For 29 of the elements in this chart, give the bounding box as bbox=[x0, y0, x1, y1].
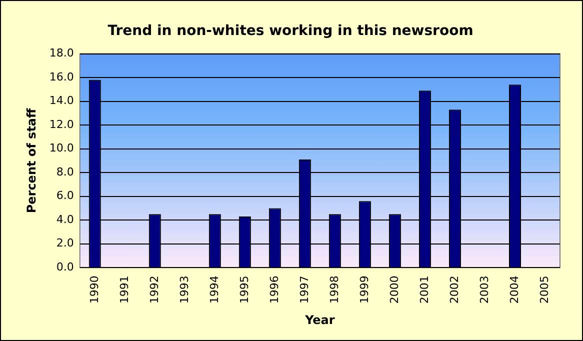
y-tick-label: 12.0 bbox=[49, 118, 74, 131]
x-tick-label: 2003 bbox=[478, 276, 491, 304]
y-axis-title: Percent of staff bbox=[24, 108, 38, 214]
x-tick-label: 1992 bbox=[148, 276, 161, 304]
y-tick-label: 18.0 bbox=[49, 46, 74, 60]
y-tick-label: 0.0 bbox=[56, 260, 74, 274]
x-tick-label: 2004 bbox=[508, 276, 521, 304]
y-tick-label: 4.0 bbox=[56, 212, 74, 226]
y-tick-label: 16.0 bbox=[49, 70, 74, 84]
x-tick-label: 2000 bbox=[388, 276, 401, 304]
x-tick-label: 2005 bbox=[538, 276, 551, 304]
x-tick-label: 1996 bbox=[268, 276, 281, 304]
y-tick-label: 8.0 bbox=[56, 165, 74, 178]
x-tick-label: 1997 bbox=[298, 276, 311, 304]
x-tick-label: 2002 bbox=[448, 276, 461, 304]
x-tick-label: 1990 bbox=[88, 276, 101, 304]
x-tick-label: 1993 bbox=[178, 276, 191, 304]
x-axis-title: Year bbox=[304, 312, 335, 327]
x-tick-label: 1994 bbox=[208, 276, 221, 304]
y-tick-label: 6.0 bbox=[56, 189, 74, 202]
x-tick-label: 1995 bbox=[238, 276, 251, 304]
x-tick-label: 1991 bbox=[118, 276, 131, 304]
y-tick-label: 10.0 bbox=[49, 142, 74, 155]
x-tick-label: 1998 bbox=[328, 276, 341, 304]
chart-title: Trend in non-whites working in this newsroom bbox=[108, 23, 474, 40]
y-tick-label: 2.0 bbox=[56, 236, 74, 250]
x-tick-label: 2001 bbox=[418, 276, 431, 304]
y-tick-label: 14.0 bbox=[49, 94, 74, 108]
x-tick-label: 1999 bbox=[358, 276, 371, 304]
